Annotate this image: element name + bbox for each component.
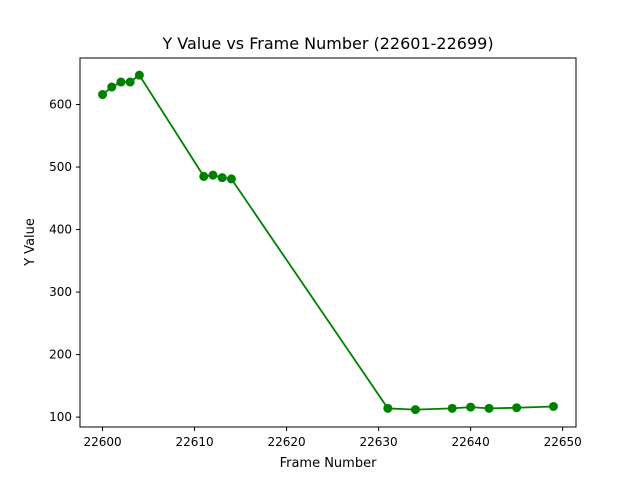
data-point bbox=[98, 90, 108, 100]
chart-title: Y Value vs Frame Number (22601-22699) bbox=[161, 34, 493, 53]
data-point bbox=[107, 82, 117, 92]
x-tick-label: 22600 bbox=[83, 435, 121, 449]
data-point bbox=[410, 405, 420, 415]
y-tick-label: 400 bbox=[49, 223, 72, 237]
x-axis-label: Frame Number bbox=[280, 456, 378, 471]
data-point bbox=[512, 403, 522, 413]
plot-frame bbox=[79, 57, 577, 428]
y-tick-label: 600 bbox=[49, 98, 72, 112]
data-series bbox=[98, 70, 558, 415]
data-point bbox=[116, 77, 126, 87]
data-point bbox=[134, 70, 144, 80]
y-tick-label: 300 bbox=[49, 285, 72, 299]
y-tick-label: 200 bbox=[49, 348, 72, 362]
data-point bbox=[199, 171, 209, 181]
data-point bbox=[217, 173, 227, 183]
data-point bbox=[383, 403, 393, 413]
y-axis-label: Y Value bbox=[23, 218, 38, 267]
series-line bbox=[101, 73, 554, 411]
y-tick-label: 100 bbox=[49, 410, 72, 424]
data-point bbox=[484, 403, 494, 413]
y-tick-label: 500 bbox=[49, 160, 72, 174]
x-tick-label: 22610 bbox=[175, 435, 213, 449]
data-point bbox=[466, 402, 476, 412]
axis-ticks: 22600 22610 22620 22630 22640 22650 100 200 300 4… bbox=[49, 98, 582, 449]
x-tick-label: 22640 bbox=[452, 435, 490, 449]
data-point bbox=[226, 174, 236, 184]
data-point bbox=[447, 403, 457, 413]
data-point bbox=[208, 170, 218, 180]
x-tick-label: 22620 bbox=[267, 435, 305, 449]
data-point bbox=[125, 77, 135, 87]
x-tick-label: 22630 bbox=[360, 435, 398, 449]
data-point bbox=[548, 401, 558, 411]
x-tick-label: 22650 bbox=[544, 435, 582, 449]
